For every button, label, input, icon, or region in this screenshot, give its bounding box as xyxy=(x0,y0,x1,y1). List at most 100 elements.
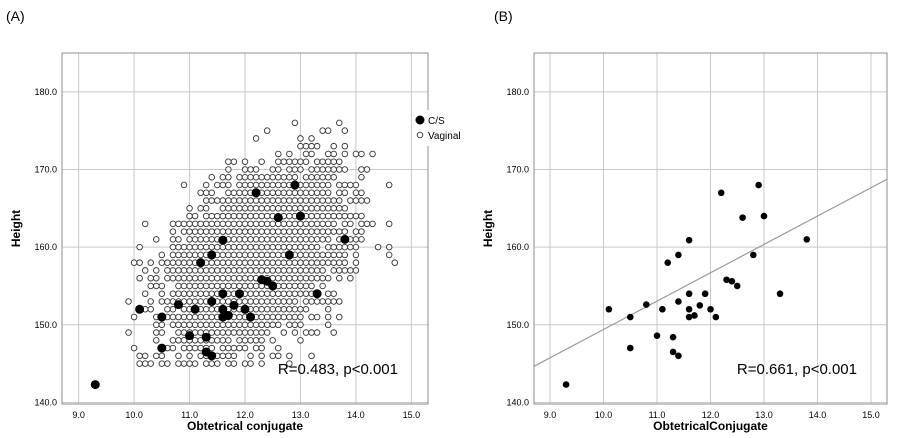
vaginal-point xyxy=(247,337,254,344)
vaginal-point xyxy=(286,158,293,165)
vaginal-point xyxy=(336,166,343,173)
vaginal-point xyxy=(330,290,337,297)
vaginal-point xyxy=(241,243,249,251)
vaginal-point xyxy=(158,360,166,367)
vaginal-point xyxy=(180,274,188,282)
vaginal-point xyxy=(258,267,265,274)
vaginal-point xyxy=(263,243,271,251)
vaginal-point xyxy=(225,166,232,173)
plot-frame xyxy=(533,52,888,405)
vaginal-point xyxy=(208,189,215,197)
vaginal-point xyxy=(241,337,249,344)
vaginal-point xyxy=(275,243,282,251)
vaginal-point xyxy=(202,267,210,274)
vaginal-point xyxy=(230,321,238,329)
vaginal-point xyxy=(252,181,260,189)
x-tick-label: 9.0 xyxy=(544,410,557,420)
cs-point xyxy=(240,304,250,314)
vaginal-point xyxy=(225,205,232,212)
vaginal-point xyxy=(352,251,360,259)
data-point xyxy=(755,181,762,189)
vaginal-point xyxy=(208,259,215,266)
vaginal-point xyxy=(197,298,204,305)
vaginal-point xyxy=(230,344,238,352)
x-axis-title: ObtetricalConjugate xyxy=(653,419,768,433)
vaginal-point xyxy=(202,181,210,189)
vaginal-point xyxy=(219,173,227,181)
vaginal-point xyxy=(263,290,271,297)
vaginal-point xyxy=(291,119,299,127)
vaginal-point xyxy=(175,259,182,266)
vaginal-point xyxy=(197,274,204,282)
vaginal-point xyxy=(308,166,315,173)
vaginal-point xyxy=(219,243,227,251)
data-point xyxy=(776,290,784,298)
vaginal-point xyxy=(286,290,293,297)
vaginal-point xyxy=(219,259,227,266)
vaginal-point xyxy=(175,251,182,259)
data-point xyxy=(685,305,693,313)
vaginal-point xyxy=(263,212,271,220)
vaginal-point xyxy=(286,306,293,313)
vaginal-point xyxy=(297,337,304,344)
vaginal-point xyxy=(302,259,310,266)
vaginal-point xyxy=(308,197,315,204)
y-tick-label: 180.0 xyxy=(506,87,529,97)
x-tick-label: 14.0 xyxy=(809,410,827,420)
vaginal-point xyxy=(313,228,321,235)
cs-point xyxy=(273,213,283,223)
vaginal-point xyxy=(169,251,177,259)
vaginal-point xyxy=(175,337,182,344)
vaginal-point xyxy=(319,298,326,305)
vaginal-point xyxy=(214,267,221,274)
vaginal-point xyxy=(164,267,171,274)
vaginal-point xyxy=(291,228,299,235)
vaginal-point xyxy=(302,329,310,336)
vaginal-point xyxy=(241,158,249,165)
vaginal-point xyxy=(158,282,166,290)
vaginal-point xyxy=(363,166,371,173)
vaginal-point xyxy=(352,197,360,204)
vaginal-point xyxy=(291,259,299,266)
vaginal-point xyxy=(219,298,227,305)
vaginal-point xyxy=(269,267,276,274)
vaginal-point xyxy=(275,344,282,352)
vaginal-point xyxy=(186,205,193,212)
data-point xyxy=(562,381,570,388)
vaginal-point xyxy=(247,298,254,305)
vaginal-point xyxy=(225,251,232,259)
vaginal-point xyxy=(297,243,304,251)
vaginal-point xyxy=(241,282,249,290)
vaginal-point xyxy=(208,228,215,235)
vaginal-point xyxy=(352,236,360,243)
vaginal-point xyxy=(153,337,160,344)
data-point xyxy=(717,189,725,197)
vaginal-point xyxy=(308,259,315,266)
vaginal-point xyxy=(275,173,282,181)
vaginal-point xyxy=(214,337,221,344)
vaginal-point xyxy=(208,243,215,251)
vaginal-point xyxy=(180,337,188,344)
vaginal-point xyxy=(241,197,249,204)
cs-point xyxy=(185,331,195,341)
x-tick-label: 10.0 xyxy=(595,410,613,420)
vaginal-point xyxy=(130,313,138,321)
vaginal-point xyxy=(258,321,265,329)
vaginal-point xyxy=(197,313,204,321)
vaginal-point xyxy=(280,197,288,204)
vaginal-point xyxy=(247,197,254,204)
vaginal-point xyxy=(208,173,215,181)
vaginal-point xyxy=(219,181,227,189)
vaginal-point xyxy=(208,236,215,243)
vaginal-point xyxy=(297,274,304,282)
vaginal-point xyxy=(225,282,232,290)
vaginal-point xyxy=(263,329,271,336)
vaginal-point xyxy=(275,158,282,165)
vaginal-point xyxy=(147,259,154,266)
cs-point xyxy=(223,310,233,320)
vaginal-point xyxy=(141,360,149,367)
vaginal-point xyxy=(341,181,349,189)
vaginal-point xyxy=(263,173,271,181)
vaginal-point xyxy=(269,321,276,329)
vaginal-point xyxy=(308,135,315,142)
